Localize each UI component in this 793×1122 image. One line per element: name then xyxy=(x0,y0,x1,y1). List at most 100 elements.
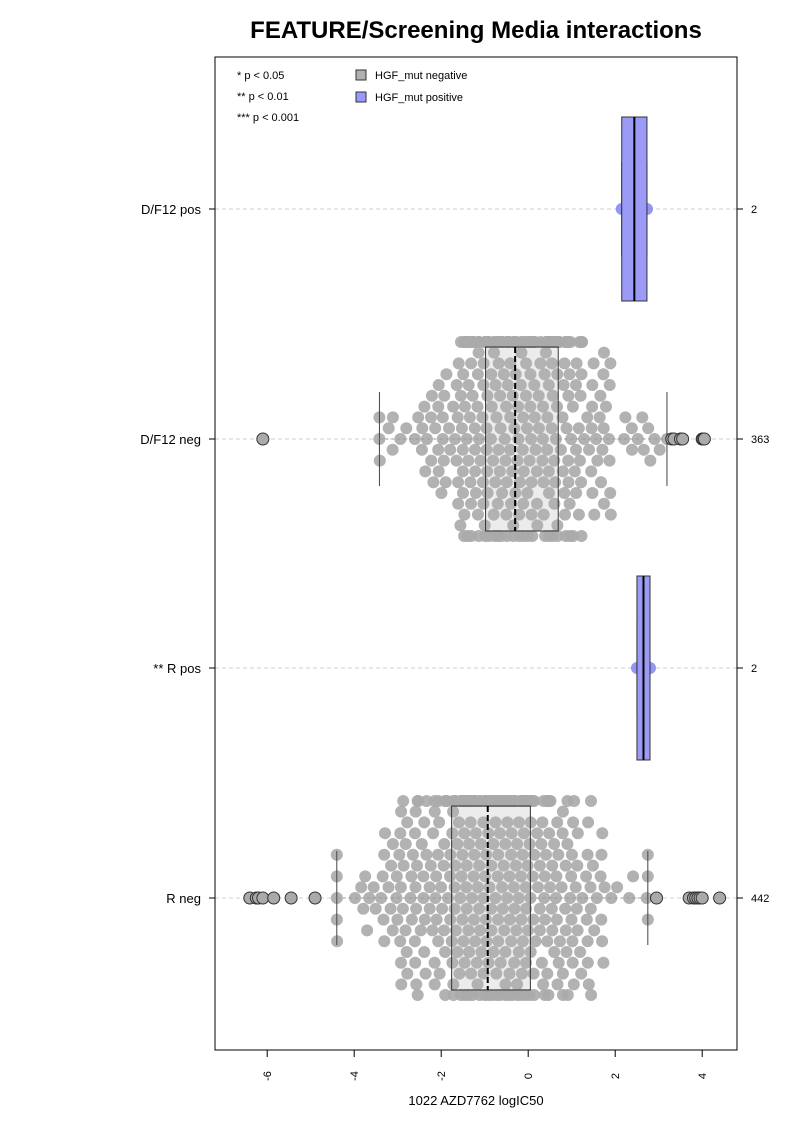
data-point-3-11 xyxy=(367,881,380,894)
data-point-1-119 xyxy=(488,346,500,359)
data-point-3-257 xyxy=(503,967,516,980)
data-point-3-85 xyxy=(436,902,449,915)
data-point-3-15 xyxy=(377,913,390,926)
data-point-1-41 xyxy=(454,519,467,532)
data-point-1-5 xyxy=(386,411,399,424)
data-point-1-14 xyxy=(420,433,433,445)
data-point-1-77 xyxy=(469,443,481,456)
data-point-3-345 xyxy=(541,935,554,948)
data-point-1-282 xyxy=(558,357,571,370)
data-point-3-78 xyxy=(430,913,443,926)
data-point-3-323 xyxy=(526,870,539,883)
legend-swatch-1 xyxy=(355,91,367,103)
data-point-3-86 xyxy=(437,859,450,872)
data-point-1-130 xyxy=(492,443,505,456)
data-point-1-292 xyxy=(562,476,575,489)
data-point-1-9 xyxy=(412,411,425,424)
data-point-3-115 xyxy=(452,816,465,829)
data-point-3-65 xyxy=(420,848,433,861)
data-point-3-412 xyxy=(594,870,607,883)
data-point-1-64 xyxy=(463,411,476,424)
data-point-3-141 xyxy=(460,859,473,872)
data-point-1-24 xyxy=(435,487,448,499)
data-point-3-360 xyxy=(548,946,561,958)
data-point-1-56 xyxy=(460,433,473,445)
data-point-1-25 xyxy=(436,433,449,445)
data-point-1-209 xyxy=(525,433,538,445)
data-point-3-330 xyxy=(531,827,544,840)
data-point-3-45 xyxy=(406,848,419,861)
data-point-3-17 xyxy=(378,935,391,948)
data-point-1-226 xyxy=(534,357,547,370)
data-point-3-24 xyxy=(390,892,403,904)
data-point-1-165 xyxy=(505,497,517,510)
data-point-1-23 xyxy=(432,379,445,391)
data-point-1-195 xyxy=(520,389,532,402)
data-point-1-40 xyxy=(452,357,465,370)
data-point-3-30 xyxy=(394,881,407,894)
data-point-3-64 xyxy=(419,967,432,980)
data-point-3-375 xyxy=(559,859,572,872)
data-point-3-333 xyxy=(533,859,546,872)
data-point-1-164 xyxy=(504,357,517,370)
data-point-1-319 xyxy=(585,465,598,478)
data-point-1-189 xyxy=(516,443,529,456)
data-point-3-167 xyxy=(471,978,484,991)
outlier-3-3 xyxy=(256,891,270,905)
data-point-1-106 xyxy=(481,465,494,478)
data-point-3-364 xyxy=(551,816,564,829)
data-point-1-196 xyxy=(520,357,533,370)
data-point-3-36 xyxy=(397,859,410,872)
data-point-3-381 xyxy=(564,892,577,904)
data-point-3-44 xyxy=(405,913,418,926)
data-point-3-19 xyxy=(382,881,395,894)
data-point-1-338 xyxy=(603,454,616,467)
data-point-3-99 xyxy=(444,848,457,861)
data-point-3-258 xyxy=(503,913,516,926)
data-point-3-271 xyxy=(508,902,521,915)
count-label-2: 2 xyxy=(751,663,757,675)
data-point-3-370 xyxy=(556,827,569,840)
data-point-3-281 xyxy=(512,946,525,958)
data-point-3-12 xyxy=(369,902,382,915)
data-point-1-34 xyxy=(449,433,461,445)
data-point-1-303 xyxy=(570,379,582,391)
data-point-3-280 xyxy=(512,892,525,904)
data-point-3-33 xyxy=(395,978,408,991)
data-point-3-288 xyxy=(516,967,528,980)
data-point-1-312 xyxy=(575,368,588,381)
data-point-3-420 xyxy=(611,881,624,894)
data-point-1-331 xyxy=(596,443,609,456)
data-point-3-160 xyxy=(468,848,481,861)
data-point-3-6 xyxy=(355,881,368,894)
data-point-3-332 xyxy=(533,902,546,915)
data-point-1-13 xyxy=(419,465,432,478)
data-point-1-343 xyxy=(618,433,631,445)
data-point-1-18 xyxy=(427,476,440,489)
data-point-3-243 xyxy=(499,946,512,958)
data-point-1-47 xyxy=(457,487,469,499)
data-point-3-282 xyxy=(512,816,525,829)
data-point-3-16 xyxy=(378,848,391,861)
outlier-1-0 xyxy=(256,432,270,446)
data-point-1-11 xyxy=(416,422,429,435)
data-point-1-144 xyxy=(496,487,509,499)
data-point-1-212 xyxy=(526,530,539,542)
data-point-1-102 xyxy=(480,422,493,435)
data-point-1-231 xyxy=(537,476,550,489)
data-point-1-103 xyxy=(480,443,493,456)
data-point-1-62 xyxy=(462,454,475,467)
data-point-1-26 xyxy=(436,411,449,424)
data-point-3-402 xyxy=(581,956,594,969)
data-point-1-7 xyxy=(400,422,413,435)
outlier-3-7 xyxy=(650,891,664,905)
data-point-1-252 xyxy=(545,422,558,435)
data-point-3-256 xyxy=(503,870,516,883)
data-point-3-55 xyxy=(411,989,424,1001)
data-point-1-224 xyxy=(532,389,545,402)
data-point-3-389 xyxy=(568,795,581,807)
legend-significance-0: * p < 0.05 xyxy=(237,70,284,82)
data-point-3-335 xyxy=(535,838,548,850)
data-point-3-58 xyxy=(415,838,428,850)
data-point-1-19 xyxy=(429,422,442,435)
